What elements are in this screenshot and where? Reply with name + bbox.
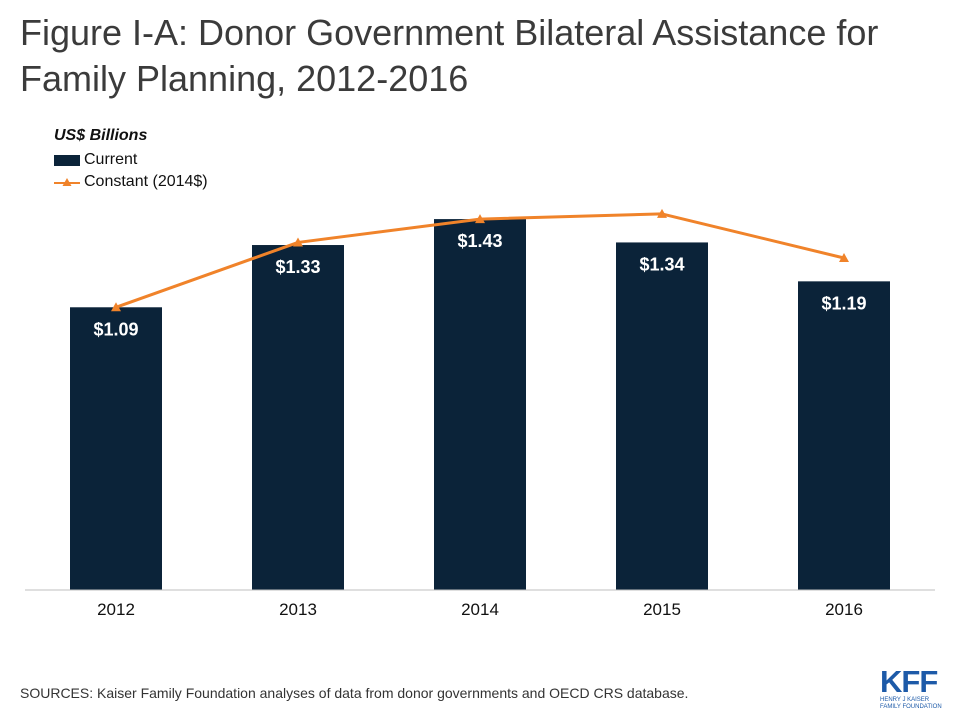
legend-item-current: Current — [54, 149, 208, 171]
y-axis-unit-label: US$ Billions — [54, 127, 148, 144]
svg-text:HENRY J KAISER: HENRY J KAISER — [880, 697, 930, 703]
data-label-2015: $1.34 — [639, 254, 684, 274]
legend-swatch-bar — [54, 154, 80, 166]
legend-label-current: Current — [84, 151, 138, 168]
bar-2014 — [434, 219, 526, 590]
x-tick-label-2015: 2015 — [643, 600, 681, 619]
bar-2015 — [616, 242, 708, 590]
x-tick-label-2012: 2012 — [97, 600, 135, 619]
bar-2013 — [252, 245, 344, 590]
data-label-2014: $1.43 — [457, 231, 502, 251]
constant-point-2012 — [111, 302, 121, 312]
data-label-2016: $1.19 — [821, 293, 866, 313]
constant-point-2016 — [839, 253, 849, 262]
data-label-2013: $1.33 — [275, 257, 320, 277]
sources-note: SOURCES: Kaiser Family Foundation analys… — [20, 685, 689, 701]
x-tick-label-2013: 2013 — [279, 600, 317, 619]
legend-swatch-line — [54, 177, 80, 186]
svg-text:FAMILY FOUNDATION: FAMILY FOUNDATION — [880, 704, 942, 710]
legend: Current Constant (2014$) — [54, 149, 208, 193]
bar-2016 — [798, 281, 890, 590]
x-tick-label-2014: 2014 — [461, 600, 499, 619]
legend-item-constant: Constant (2014$) — [54, 171, 208, 193]
x-tick-label-2016: 2016 — [825, 600, 863, 619]
constant-point-2015 — [657, 208, 667, 218]
legend-label-constant: Constant (2014$) — [84, 173, 208, 190]
constant-point-2013 — [293, 237, 303, 247]
bar-2012 — [70, 307, 162, 590]
svg-text:KFF: KFF — [880, 664, 937, 699]
kff-logo: KFF HENRY J KAISER FAMILY FOUNDATION — [874, 662, 950, 710]
data-label-2012: $1.09 — [93, 319, 138, 339]
constant-point-2014 — [475, 214, 485, 224]
chart-area: $1.09 $1.33 $1.43 $1.34 $1.19 2012 2013 2014 201… — [25, 208, 935, 619]
chart-title: Figure I-A: Donor Government Bilateral A… — [20, 12, 879, 99]
